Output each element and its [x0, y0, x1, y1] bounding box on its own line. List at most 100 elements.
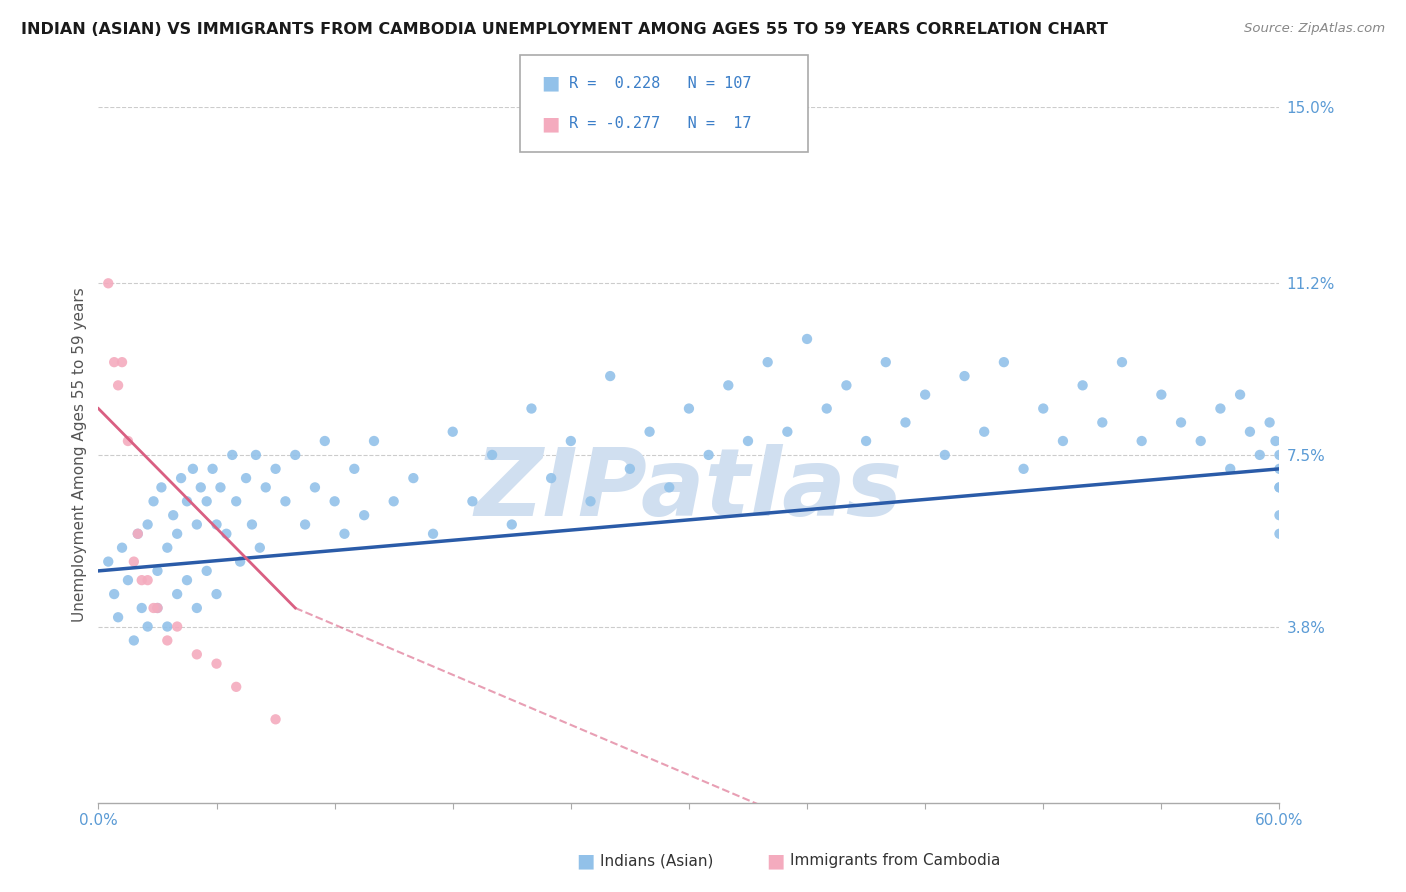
- Point: [737, 434, 759, 448]
- Point: [225, 494, 247, 508]
- Point: [1268, 526, 1291, 541]
- Point: [333, 526, 356, 541]
- Point: [146, 601, 169, 615]
- Point: [122, 633, 145, 648]
- Point: [402, 471, 425, 485]
- Point: [103, 355, 125, 369]
- Point: [363, 434, 385, 448]
- Text: R =  0.228   N = 107: R = 0.228 N = 107: [569, 76, 752, 91]
- Text: Indians (Asian): Indians (Asian): [600, 854, 714, 868]
- Point: [136, 517, 159, 532]
- Point: [186, 517, 208, 532]
- Point: [1150, 387, 1173, 401]
- Point: [107, 610, 129, 624]
- Point: [240, 517, 263, 532]
- Point: [1268, 448, 1291, 462]
- Point: [1209, 401, 1232, 416]
- Text: ■: ■: [541, 74, 560, 93]
- Point: [835, 378, 858, 392]
- Point: [1268, 508, 1291, 523]
- Point: [205, 517, 228, 532]
- Point: [111, 541, 134, 555]
- Point: [855, 434, 877, 448]
- Point: [229, 555, 252, 569]
- Point: [186, 648, 208, 662]
- Point: [697, 448, 720, 462]
- Point: [142, 601, 165, 615]
- Point: [993, 355, 1015, 369]
- Point: [195, 564, 218, 578]
- Point: [638, 425, 661, 439]
- Point: [540, 471, 562, 485]
- Point: [304, 480, 326, 494]
- Point: [560, 434, 582, 448]
- Point: [1239, 425, 1261, 439]
- Point: [1258, 416, 1281, 430]
- Point: [1032, 401, 1054, 416]
- Point: [156, 619, 179, 633]
- Point: [221, 448, 243, 462]
- Point: [131, 601, 153, 615]
- Point: [756, 355, 779, 369]
- Point: [1071, 378, 1094, 392]
- Point: [1229, 387, 1251, 401]
- Point: [264, 712, 287, 726]
- Point: [461, 494, 484, 508]
- Point: [111, 355, 134, 369]
- Point: [1264, 434, 1286, 448]
- Point: [209, 480, 232, 494]
- Point: [205, 587, 228, 601]
- Text: ■: ■: [541, 114, 560, 133]
- Point: [205, 657, 228, 671]
- Point: [274, 494, 297, 508]
- Point: [1130, 434, 1153, 448]
- Point: [215, 526, 238, 541]
- Point: [914, 387, 936, 401]
- Point: [1189, 434, 1212, 448]
- Point: [1268, 480, 1291, 494]
- Point: [422, 526, 444, 541]
- Point: [1170, 416, 1192, 430]
- Point: [156, 633, 179, 648]
- Point: [146, 564, 169, 578]
- Point: [150, 480, 173, 494]
- Point: [343, 462, 366, 476]
- Point: [146, 601, 169, 615]
- Point: [235, 471, 257, 485]
- Point: [619, 462, 641, 476]
- Point: [181, 462, 204, 476]
- Point: [717, 378, 740, 392]
- Point: [249, 541, 271, 555]
- Point: [481, 448, 503, 462]
- Text: ■: ■: [576, 851, 595, 871]
- Point: [796, 332, 818, 346]
- Point: [117, 434, 139, 448]
- Point: [117, 573, 139, 587]
- Point: [190, 480, 212, 494]
- Point: [678, 401, 700, 416]
- Point: [186, 601, 208, 615]
- Point: [579, 494, 602, 508]
- Point: [142, 494, 165, 508]
- Point: [1249, 448, 1271, 462]
- Point: [225, 680, 247, 694]
- Text: Source: ZipAtlas.com: Source: ZipAtlas.com: [1244, 22, 1385, 36]
- Point: [176, 573, 198, 587]
- Point: [934, 448, 956, 462]
- Point: [245, 448, 267, 462]
- Text: ■: ■: [766, 851, 785, 871]
- Point: [501, 517, 523, 532]
- Point: [1091, 416, 1114, 430]
- Point: [131, 573, 153, 587]
- Point: [776, 425, 799, 439]
- Point: [254, 480, 277, 494]
- Point: [166, 526, 188, 541]
- Point: [122, 555, 145, 569]
- Point: [294, 517, 316, 532]
- Point: [1219, 462, 1241, 476]
- Point: [107, 378, 129, 392]
- Point: [136, 619, 159, 633]
- Point: [520, 401, 543, 416]
- Point: [815, 401, 838, 416]
- Point: [953, 369, 976, 384]
